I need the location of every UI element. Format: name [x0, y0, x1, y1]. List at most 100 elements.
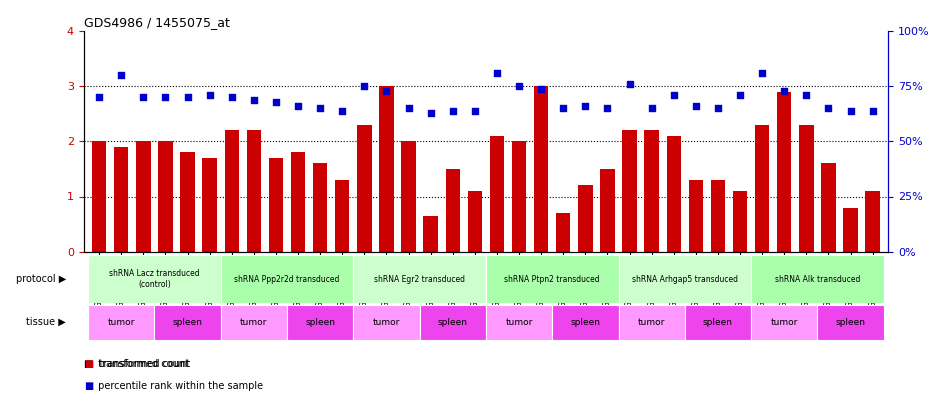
Point: [312, 105, 327, 112]
Bar: [88, 255, 220, 303]
Bar: [291, 152, 305, 252]
Text: shRNA Alk transduced: shRNA Alk transduced: [775, 275, 860, 283]
Bar: [552, 305, 618, 340]
Bar: [357, 125, 372, 252]
Text: tumor: tumor: [373, 318, 400, 327]
Text: spleen: spleen: [835, 318, 866, 327]
Point: [401, 105, 416, 112]
Point: [733, 92, 748, 98]
Point: [512, 83, 526, 90]
Bar: [246, 130, 261, 252]
Bar: [419, 305, 485, 340]
Bar: [733, 191, 748, 252]
Text: spleen: spleen: [305, 318, 335, 327]
Bar: [423, 216, 438, 252]
Bar: [203, 158, 217, 252]
Point: [578, 103, 592, 109]
Point: [291, 103, 306, 109]
Point: [821, 105, 836, 112]
Bar: [136, 141, 151, 252]
Bar: [353, 305, 419, 340]
Point: [600, 105, 615, 112]
Text: percentile rank within the sample: percentile rank within the sample: [95, 381, 263, 391]
Point: [489, 70, 504, 76]
Point: [711, 105, 725, 112]
Text: spleen: spleen: [438, 318, 468, 327]
Text: tumor: tumor: [240, 318, 268, 327]
Text: ■: ■: [84, 360, 93, 369]
Point: [180, 94, 195, 101]
Bar: [711, 180, 725, 252]
Text: transformed count: transformed count: [95, 360, 189, 369]
Bar: [379, 86, 393, 252]
Text: GDS4986 / 1455075_at: GDS4986 / 1455075_at: [84, 16, 230, 29]
Text: spleen: spleen: [570, 318, 601, 327]
Text: ■: ■: [84, 381, 93, 391]
Bar: [817, 305, 884, 340]
Point: [246, 97, 261, 103]
Text: spleen: spleen: [173, 318, 203, 327]
Bar: [313, 163, 327, 252]
Point: [688, 103, 703, 109]
Text: ■  transformed count: ■ transformed count: [84, 360, 190, 369]
Point: [224, 94, 239, 101]
Point: [445, 108, 460, 114]
Point: [865, 108, 880, 114]
Point: [799, 92, 814, 98]
Bar: [180, 152, 194, 252]
Bar: [512, 141, 526, 252]
Bar: [402, 141, 416, 252]
Bar: [490, 136, 504, 252]
Point: [158, 94, 173, 101]
Bar: [684, 305, 751, 340]
Bar: [114, 147, 128, 252]
Point: [92, 94, 107, 101]
Bar: [88, 305, 154, 340]
Point: [357, 83, 372, 90]
Bar: [154, 305, 220, 340]
Bar: [158, 141, 173, 252]
Bar: [468, 191, 482, 252]
Bar: [556, 213, 570, 252]
Point: [644, 105, 659, 112]
Point: [468, 108, 483, 114]
Point: [666, 92, 681, 98]
Text: tumor: tumor: [771, 318, 798, 327]
Bar: [578, 185, 592, 252]
Point: [777, 88, 791, 94]
Text: shRNA Egr2 transduced: shRNA Egr2 transduced: [374, 275, 465, 283]
Bar: [485, 255, 618, 303]
Point: [556, 105, 571, 112]
Bar: [618, 255, 751, 303]
Point: [755, 70, 770, 76]
Bar: [534, 86, 549, 252]
Bar: [220, 305, 287, 340]
Bar: [485, 305, 552, 340]
Bar: [618, 305, 684, 340]
Bar: [844, 208, 857, 252]
Bar: [269, 158, 283, 252]
Bar: [751, 305, 817, 340]
Point: [379, 88, 394, 94]
Bar: [335, 180, 350, 252]
Point: [136, 94, 151, 101]
Bar: [751, 255, 884, 303]
Point: [844, 108, 858, 114]
Text: shRNA Arhgap5 transduced: shRNA Arhgap5 transduced: [631, 275, 737, 283]
Text: tissue ▶: tissue ▶: [26, 317, 66, 327]
Point: [534, 86, 549, 92]
Text: tumor: tumor: [638, 318, 665, 327]
Text: shRNA Ppp2r2d transduced: shRNA Ppp2r2d transduced: [234, 275, 339, 283]
Bar: [667, 136, 681, 252]
Bar: [689, 180, 703, 252]
Bar: [644, 130, 658, 252]
Bar: [755, 125, 769, 252]
Bar: [445, 169, 460, 252]
Point: [269, 99, 284, 105]
Bar: [821, 163, 836, 252]
Point: [202, 92, 217, 98]
Bar: [866, 191, 880, 252]
Bar: [600, 169, 615, 252]
Point: [622, 81, 637, 87]
Text: protocol ▶: protocol ▶: [16, 274, 66, 284]
